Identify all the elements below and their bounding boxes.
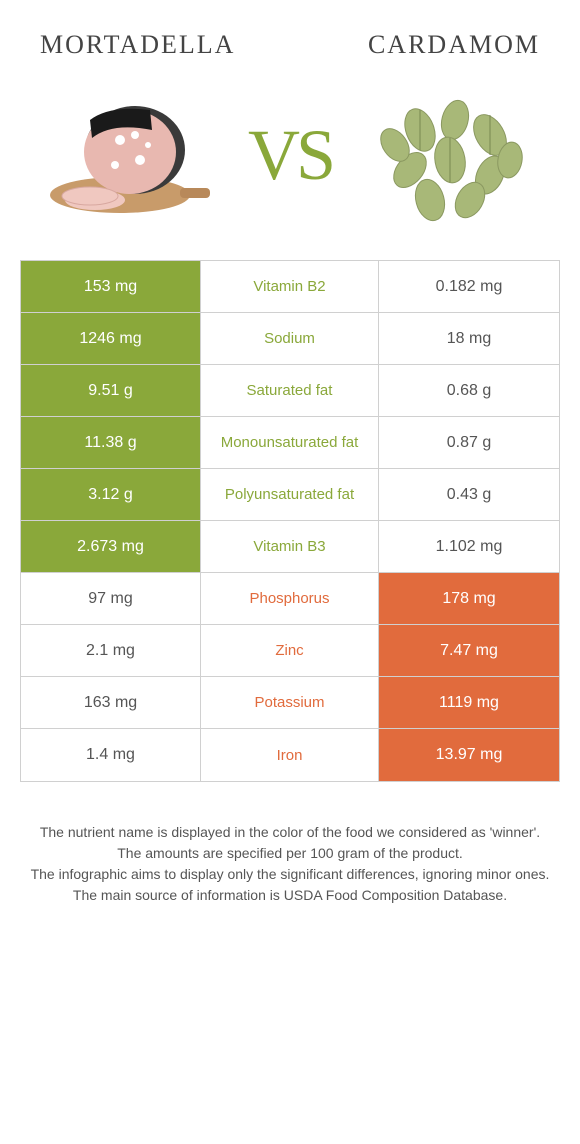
nutrient-name-cell: Monounsaturated fat xyxy=(201,417,379,468)
left-food-title: Mortadella xyxy=(40,30,235,60)
table-row: 2.1 mgZinc7.47 mg xyxy=(21,625,559,677)
nutrient-name-cell: Saturated fat xyxy=(201,365,379,416)
left-value-cell: 3.12 g xyxy=(21,469,201,520)
table-row: 163 mgPotassium1119 mg xyxy=(21,677,559,729)
right-value-cell: 18 mg xyxy=(379,313,559,364)
nutrient-table: 153 mgVitamin B20.182 mg1246 mgSodium18 … xyxy=(20,260,560,782)
footer-line: The main source of information is USDA F… xyxy=(30,885,550,906)
left-value-cell: 11.38 g xyxy=(21,417,201,468)
right-value-cell: 0.182 mg xyxy=(379,261,559,312)
table-row: 11.38 gMonounsaturated fat0.87 g xyxy=(21,417,559,469)
right-value-cell: 178 mg xyxy=(379,573,559,624)
left-value-cell: 153 mg xyxy=(21,261,201,312)
table-row: 1246 mgSodium18 mg xyxy=(21,313,559,365)
right-value-cell: 0.43 g xyxy=(379,469,559,520)
nutrient-name-cell: Vitamin B2 xyxy=(201,261,379,312)
left-value-cell: 1246 mg xyxy=(21,313,201,364)
right-value-cell: 0.87 g xyxy=(379,417,559,468)
left-value-cell: 1.4 mg xyxy=(21,729,201,781)
table-row: 9.51 gSaturated fat0.68 g xyxy=(21,365,559,417)
left-value-cell: 97 mg xyxy=(21,573,201,624)
footer-line: The nutrient name is displayed in the co… xyxy=(30,822,550,843)
right-value-cell: 1.102 mg xyxy=(379,521,559,572)
nutrient-name-cell: Vitamin B3 xyxy=(201,521,379,572)
table-row: 2.673 mgVitamin B31.102 mg xyxy=(21,521,559,573)
table-row: 153 mgVitamin B20.182 mg xyxy=(21,261,559,313)
left-value-cell: 2.1 mg xyxy=(21,625,201,676)
left-value-cell: 2.673 mg xyxy=(21,521,201,572)
right-value-cell: 0.68 g xyxy=(379,365,559,416)
footer-line: The infographic aims to display only the… xyxy=(30,864,550,885)
mortadella-image xyxy=(40,80,220,230)
right-value-cell: 7.47 mg xyxy=(379,625,559,676)
right-value-cell: 1119 mg xyxy=(379,677,559,728)
cardamom-image xyxy=(360,80,540,230)
footer-line: The amounts are specified per 100 gram o… xyxy=(30,843,550,864)
nutrient-name-cell: Zinc xyxy=(201,625,379,676)
left-value-cell: 9.51 g xyxy=(21,365,201,416)
nutrient-name-cell: Polyunsaturated fat xyxy=(201,469,379,520)
table-row: 1.4 mgIron13.97 mg xyxy=(21,729,559,781)
table-row: 97 mgPhosphorus178 mg xyxy=(21,573,559,625)
table-row: 3.12 gPolyunsaturated fat0.43 g xyxy=(21,469,559,521)
nutrient-name-cell: Sodium xyxy=(201,313,379,364)
right-food-title: Cardamom xyxy=(368,30,540,60)
footer-notes: The nutrient name is displayed in the co… xyxy=(30,822,550,906)
vs-label: VS xyxy=(248,114,332,197)
nutrient-name-cell: Iron xyxy=(201,729,379,781)
infographic: Mortadella Cardamom xyxy=(0,0,580,906)
title-row: Mortadella Cardamom xyxy=(0,0,580,70)
hero-row: VS xyxy=(0,70,580,250)
left-value-cell: 163 mg xyxy=(21,677,201,728)
right-value-cell: 13.97 mg xyxy=(379,729,559,781)
nutrient-name-cell: Phosphorus xyxy=(201,573,379,624)
nutrient-name-cell: Potassium xyxy=(201,677,379,728)
